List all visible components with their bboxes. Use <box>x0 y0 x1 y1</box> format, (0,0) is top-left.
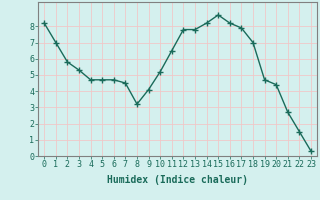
X-axis label: Humidex (Indice chaleur): Humidex (Indice chaleur) <box>107 175 248 185</box>
